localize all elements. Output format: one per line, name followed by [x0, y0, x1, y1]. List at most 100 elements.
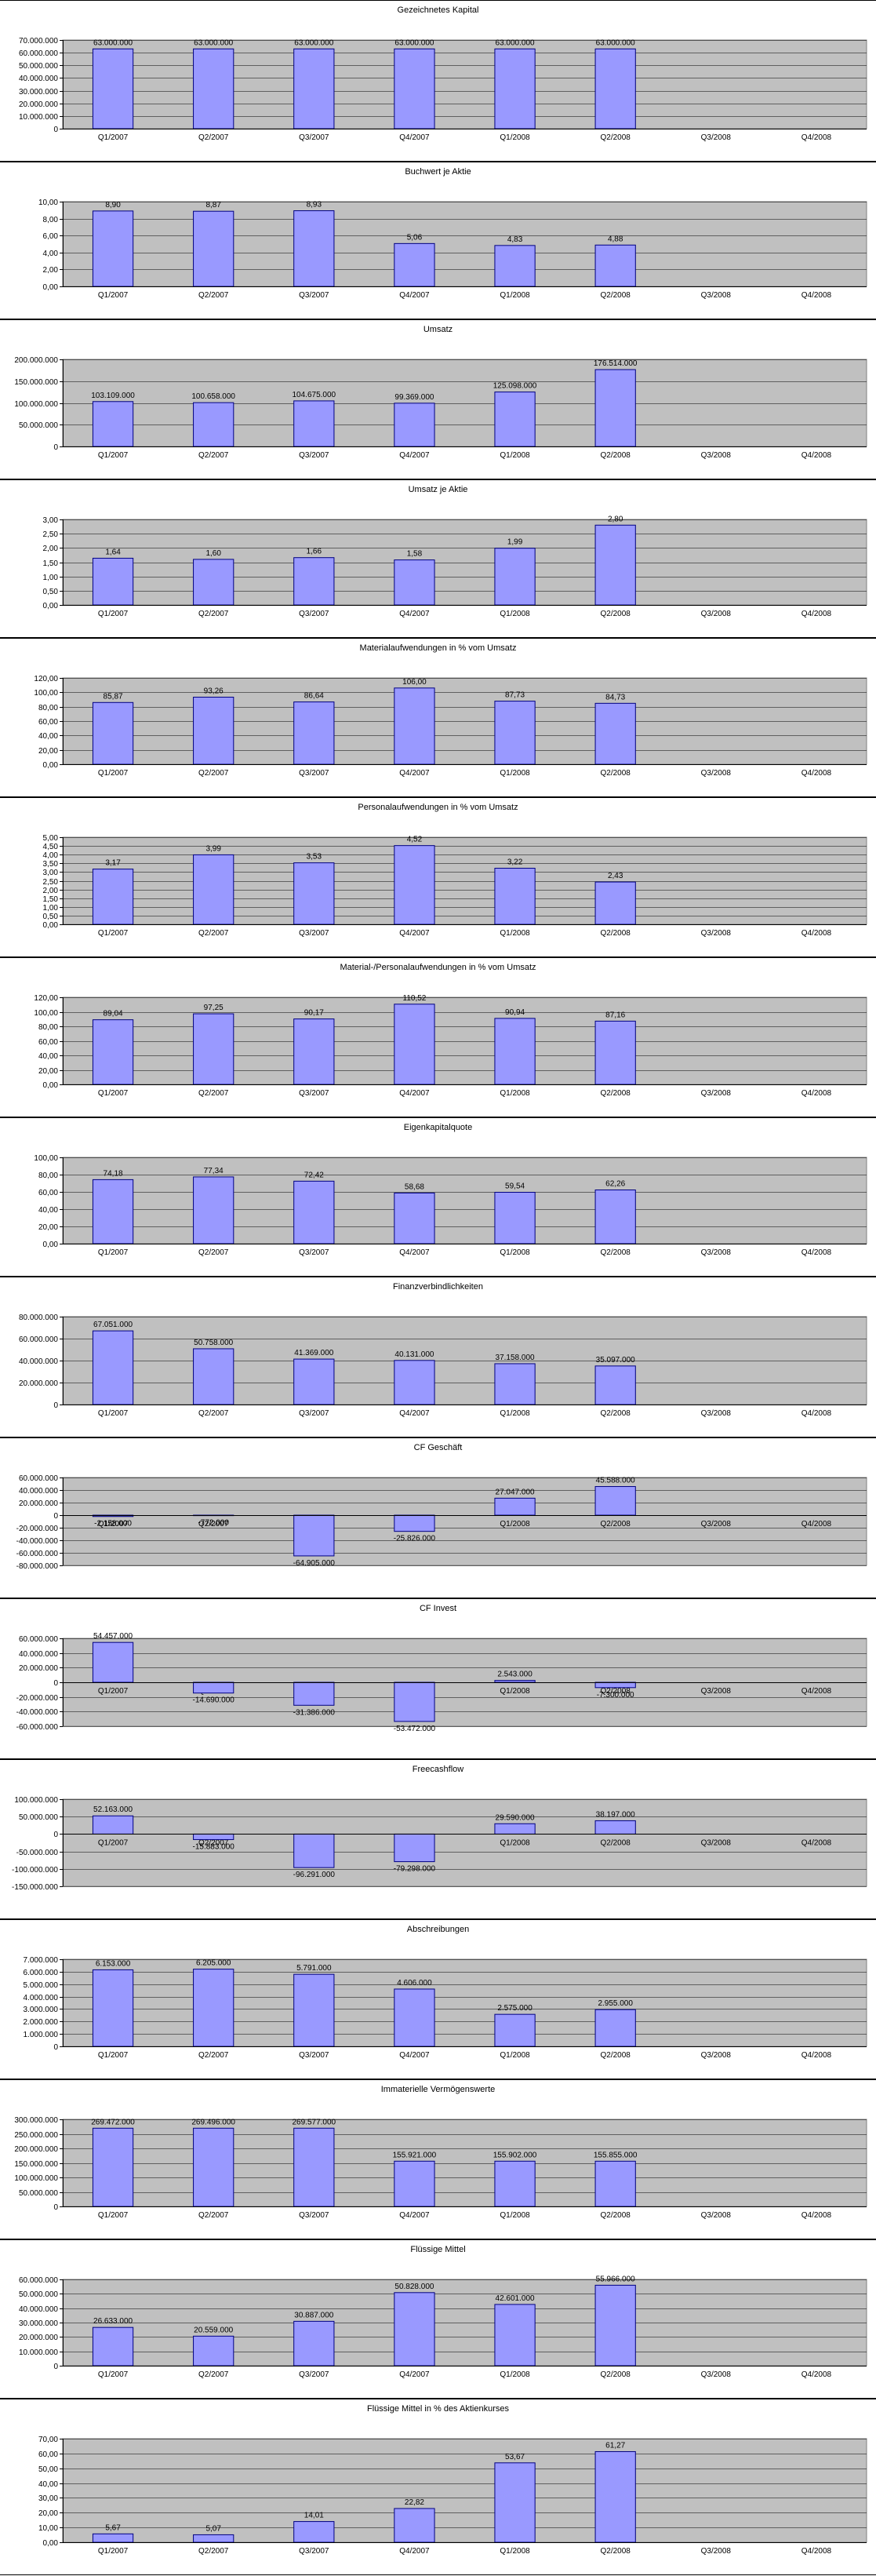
y-tick-label: 10.000.000 — [19, 113, 58, 122]
y-tick-label: 20,00 — [38, 2509, 58, 2518]
data-label: 58,68 — [405, 1182, 424, 1191]
y-tick-label: 20.000.000 — [19, 1664, 58, 1673]
y-tick-label: 60.000.000 — [19, 1635, 58, 1644]
bar — [293, 2521, 335, 2543]
plot-area — [62, 519, 867, 606]
x-tick-label: Q1/2008 — [500, 1248, 530, 1257]
plot-area — [62, 2279, 867, 2366]
chart-panel: Freecashflow -150.000.000 -100.000.000 -50.… — [0, 1759, 876, 1919]
chart-title: CF Invest — [419, 1604, 457, 1613]
bar — [494, 48, 536, 129]
x-tick-label: Q4/2008 — [801, 133, 832, 142]
y-tick-label: 20.000.000 — [19, 2334, 58, 2342]
plot-area — [62, 677, 867, 765]
x-tick-label: Q3/2008 — [701, 929, 732, 938]
bar — [293, 210, 335, 287]
chart-title: Materialaufwendungen in % vom Umsatz — [359, 643, 517, 653]
data-label: 63.000.000 — [596, 38, 635, 47]
y-tick-label: 120,00 — [34, 994, 58, 1003]
bar — [293, 1180, 335, 1244]
bar — [293, 2127, 335, 2207]
chart-panel: Flüssige Mittel 0 10.000.000 20.000.000 30.0… — [0, 2239, 876, 2399]
bar — [193, 1682, 234, 1694]
plot-area — [62, 1316, 867, 1405]
y-tick-label: 60,00 — [38, 1189, 58, 1197]
data-label: -64.905.000 — [293, 1559, 336, 1568]
bar — [394, 2292, 435, 2366]
y-tick-label: 0 — [53, 1401, 58, 1410]
chart-svg: 0,00 20,00 40,00 60,00 80,00 100,00 120,00 Q1/2… — [34, 994, 867, 1098]
y-tick-label: 60,00 — [38, 718, 58, 727]
data-label: 63.000.000 — [394, 38, 434, 47]
y-tick-label: -20.000.000 — [16, 1694, 59, 1703]
bar — [494, 2160, 536, 2207]
x-tick-label: Q3/2008 — [701, 769, 732, 778]
y-tick-label: 50.000.000 — [19, 2290, 58, 2299]
data-label: 61,27 — [605, 2441, 625, 2450]
bar — [293, 1973, 335, 2047]
y-tick-label: -40.000.000 — [16, 1708, 59, 1717]
y-tick-label: 2,50 — [43, 878, 59, 887]
bar — [594, 244, 636, 287]
data-label: 2.543.000 — [497, 1671, 533, 1679]
y-tick-label: 1.000.000 — [24, 2031, 59, 2039]
bar — [293, 48, 335, 129]
x-tick-label: Q4/2008 — [801, 610, 832, 618]
data-label: 14,01 — [304, 2512, 324, 2520]
data-label: 1,64 — [105, 548, 121, 556]
y-tick-label: 4.000.000 — [24, 1994, 59, 2002]
data-label: 6.153.000 — [96, 1959, 131, 1968]
x-tick-label: Q1/2008 — [500, 291, 530, 300]
chart-title: CF Geschäft — [413, 1443, 463, 1452]
chart-svg: 0,00 2,00 4,00 6,00 8,00 10,00 Q1/2007 Q2/2007 Q… — [38, 199, 867, 300]
bar — [594, 1682, 636, 1689]
data-label: 87,16 — [605, 1011, 625, 1019]
bar — [193, 1969, 234, 2047]
x-tick-label: Q3/2007 — [299, 1409, 329, 1418]
chart-panel: Buchwert je Aktie 0,00 2,00 4,00 6,00 8,00 10,… — [0, 162, 876, 319]
x-tick-label: Q4/2007 — [399, 133, 430, 142]
data-label: 62,26 — [605, 1180, 625, 1189]
y-tick-label: -150.000.000 — [12, 1883, 58, 1892]
chart-svg: 0,00 20,00 40,00 60,00 80,00 100,00 120,00 Q1/2… — [34, 675, 867, 778]
y-tick-label: 0 — [53, 1679, 58, 1688]
y-tick-label: 1,00 — [43, 574, 59, 582]
x-tick-label: Q1/2007 — [98, 2211, 129, 2220]
y-tick-label: 2,00 — [43, 266, 59, 275]
x-tick-label: Q3/2007 — [299, 2370, 329, 2379]
chart-panel: Flüssige Mittel in % des Aktienkurses 0,0… — [0, 2399, 876, 2575]
y-tick-label: 200.000.000 — [14, 356, 58, 365]
data-label: 54.457.000 — [93, 1632, 133, 1641]
data-label: 63.000.000 — [194, 38, 233, 47]
plot-area — [62, 201, 867, 287]
y-tick-label: 60.000.000 — [19, 1335, 58, 1344]
chart-panel: Eigenkapitalquote 0,00 20,00 40,00 60,00 80,0… — [0, 1117, 876, 1277]
y-tick-label: 100.000.000 — [14, 1796, 58, 1805]
chart-title: Eigenkapitalquote — [403, 1123, 473, 1132]
y-tick-label: 5.000.000 — [24, 1981, 59, 1990]
x-tick-label: Q1/2008 — [500, 1089, 530, 1098]
y-tick-label: 10,00 — [38, 2524, 58, 2533]
x-tick-label: Q3/2008 — [701, 451, 732, 460]
data-label: 45.588.000 — [596, 1477, 635, 1485]
y-tick-label: 60,00 — [38, 1038, 58, 1047]
x-tick-label: Q1/2007 — [98, 1248, 129, 1257]
x-tick-label: Q2/2008 — [601, 1687, 631, 1696]
x-tick-label: Q2/2008 — [601, 2370, 631, 2379]
y-tick-label: -60.000.000 — [16, 1550, 59, 1558]
bar — [293, 1514, 335, 1557]
data-label: 67.051.000 — [93, 1321, 133, 1329]
y-tick-label: 50,00 — [38, 2465, 58, 2474]
x-tick-label: Q2/2007 — [198, 2370, 229, 2379]
data-label: -25.826.000 — [394, 1535, 436, 1543]
bar — [494, 2013, 536, 2047]
bar — [594, 2009, 636, 2047]
data-label: 55.966.000 — [596, 2275, 635, 2283]
chart-panel: CF Geschäft -80.000.000 -60.000.000 -40.000… — [0, 1437, 876, 1598]
x-tick-label: Q4/2007 — [399, 769, 430, 778]
x-tick-label: Q2/2008 — [601, 291, 631, 300]
x-tick-label: Q3/2007 — [299, 2051, 329, 2060]
x-tick-label: Q1/2007 — [98, 1520, 129, 1528]
bar — [293, 701, 335, 765]
data-label: 125.098.000 — [493, 382, 537, 391]
